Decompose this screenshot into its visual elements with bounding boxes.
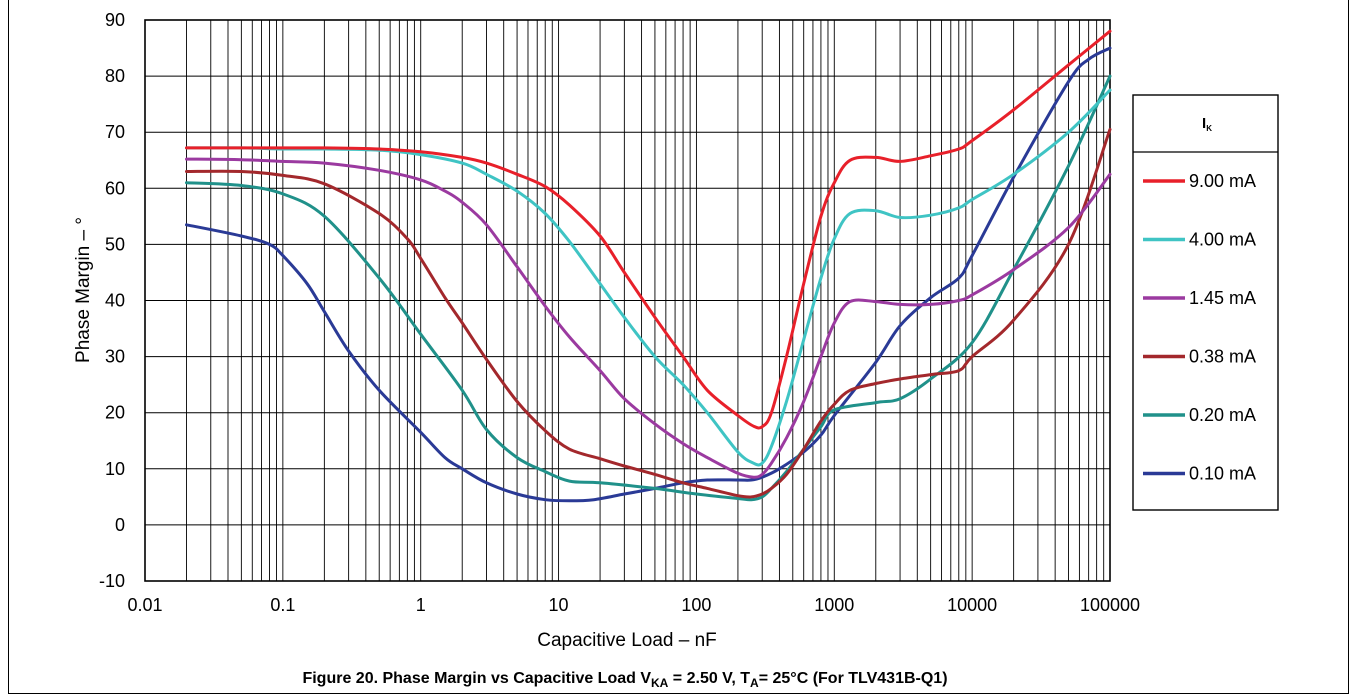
y-tick-label: -10 <box>99 571 125 591</box>
y-tick-label: 70 <box>105 122 125 142</box>
x-tick-label: 100 <box>681 595 711 615</box>
legend-label: 0.38 mA <box>1189 347 1256 367</box>
x-tick-label: 10000 <box>947 595 997 615</box>
legend-label: 1.45 mA <box>1189 288 1256 308</box>
legend-item: 0.10 mA <box>1143 464 1256 484</box>
caption-suffix: = 25°C (For TLV431B-Q1) <box>759 670 948 687</box>
legend-title-sub: K <box>1206 124 1212 133</box>
legend-item: 9.00 mA <box>1143 171 1256 191</box>
y-tick-label: 40 <box>105 291 125 311</box>
series-line-0-38-mA <box>185 127 1112 499</box>
plot-area <box>144 19 1111 582</box>
legend-item: 0.38 mA <box>1143 347 1256 367</box>
y-tick-label: 20 <box>105 403 125 423</box>
x-tick-label: 0.1 <box>270 595 295 615</box>
y-tick-label: 30 <box>105 347 125 367</box>
y-axis-title: Phase Margin – ° <box>73 217 94 363</box>
legend-title: IK <box>1202 115 1212 133</box>
y-tick-label: 60 <box>105 178 125 198</box>
legend-box <box>1132 94 1279 511</box>
x-tick-label: 0.01 <box>127 595 162 615</box>
series-line-9-00-mA <box>185 29 1112 430</box>
series-layer <box>185 29 1112 503</box>
legend-label: 0.10 mA <box>1189 464 1256 484</box>
x-tick-label: 1 <box>416 595 426 615</box>
series-line-4-00-mA <box>185 88 1112 467</box>
caption-mid: = 2.50 V, T <box>668 670 750 687</box>
x-tick-label: 10 <box>549 595 569 615</box>
legend: IK 9.00 mA 4.00 mA 1.45 mA 0.38 mA 0.20 mA 0.… <box>1132 94 1279 511</box>
x-tick-label: 100000 <box>1080 595 1140 615</box>
legend-title-main: I <box>1202 115 1206 132</box>
y-tick-labels: -10 0 10 20 30 40 50 60 70 80 90 <box>99 10 125 591</box>
y-tick-label: 50 <box>105 234 125 254</box>
caption-sub-ka: KA <box>651 676 669 690</box>
caption-sub-a: A <box>750 676 759 690</box>
legend-item: 4.00 mA <box>1143 230 1256 250</box>
y-tick-label: 80 <box>105 66 125 86</box>
legend-item: 0.20 mA <box>1143 405 1256 425</box>
legend-label: 4.00 mA <box>1189 230 1256 250</box>
figure-frame <box>8 0 1349 694</box>
legend-item: 1.45 mA <box>1143 288 1256 308</box>
x-tick-labels: 0.01 0.1 1 10 100 1000 10000 100000 <box>127 595 1140 615</box>
x-axis-title: Capacitive Load – nF <box>537 630 717 651</box>
series-line-1-45-mA <box>185 157 1112 479</box>
y-tick-label: 90 <box>105 10 125 30</box>
x-tick-label: 1000 <box>814 595 854 615</box>
legend-label: 0.20 mA <box>1189 405 1256 425</box>
y-tick-label: 0 <box>115 515 125 535</box>
figure-caption: Figure 20. Phase Margin vs Capacitive Lo… <box>302 670 947 690</box>
series-line-0-20-mA <box>185 74 1112 502</box>
series-line-0-10-mA <box>185 46 1112 503</box>
caption-prefix: Figure 20. Phase Margin vs Capacitive Lo… <box>302 670 651 687</box>
legend-label: 9.00 mA <box>1189 171 1256 191</box>
y-tick-label: 10 <box>105 459 125 479</box>
chart-grid <box>145 19 1110 582</box>
legend-items: 9.00 mA 4.00 mA 1.45 mA 0.38 mA 0.20 mA 0.10 … <box>1143 171 1256 484</box>
